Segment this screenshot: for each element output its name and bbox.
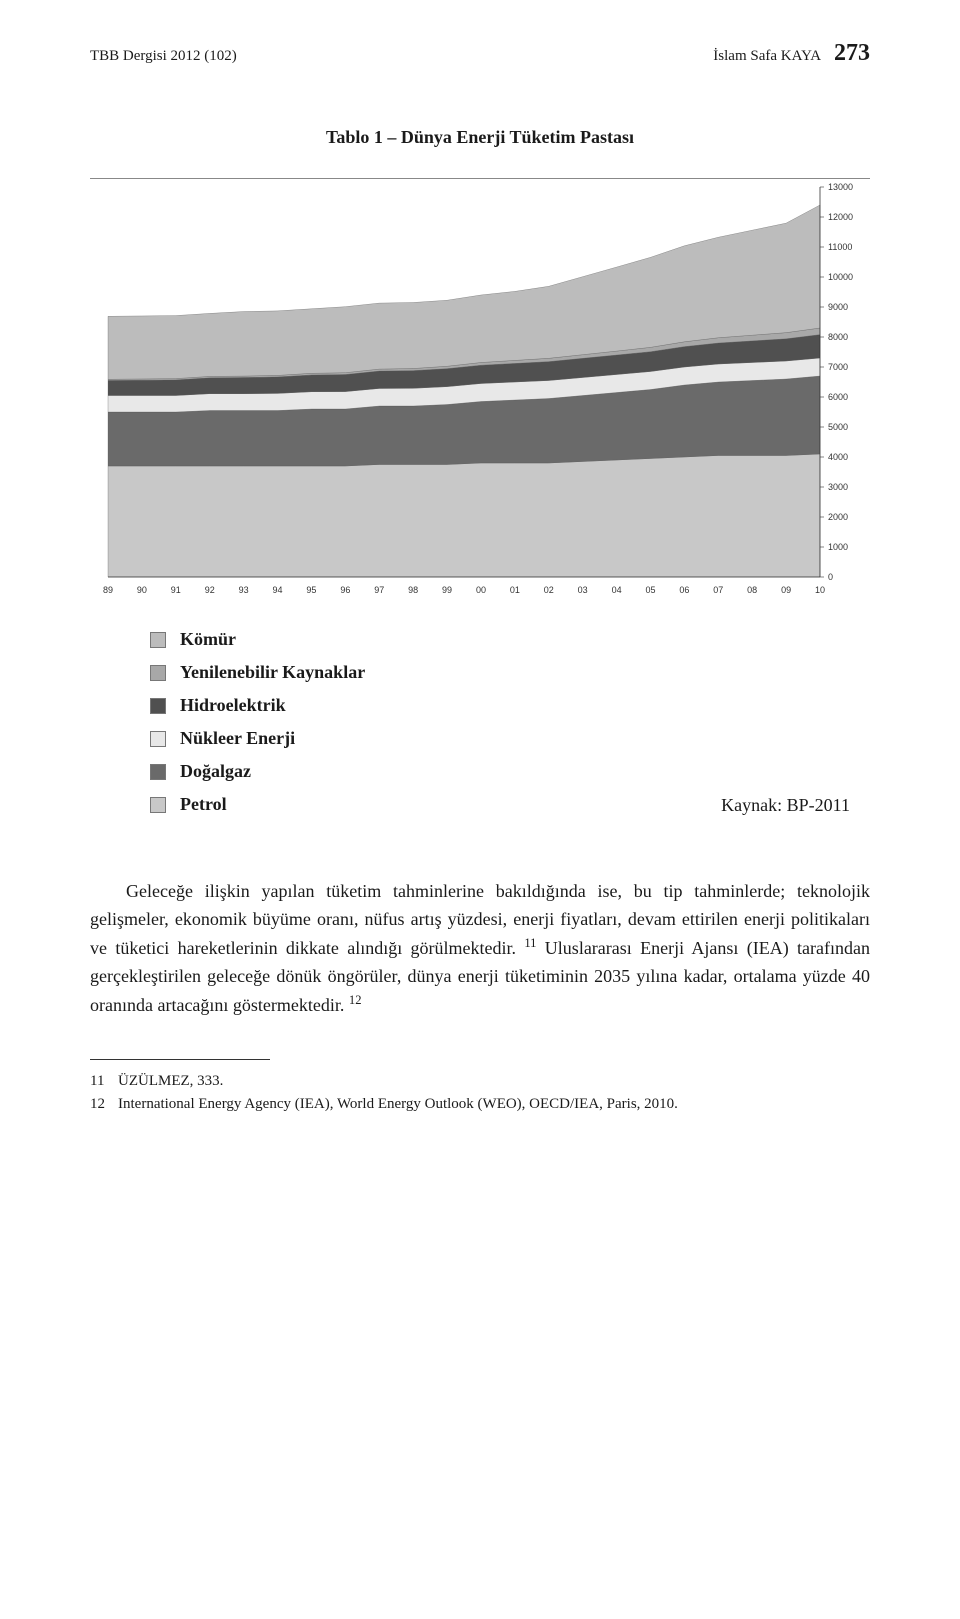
energy-consumption-chart: 0100020003000400050006000700080009000100…: [90, 178, 870, 599]
svg-text:4000: 4000: [828, 452, 848, 462]
svg-text:99: 99: [442, 585, 452, 595]
legend-swatch-icon: [150, 698, 166, 714]
body-paragraph: Geleceğe ilişkin yapılan tüketim tahminl…: [90, 878, 870, 1019]
legend-item: Hidroelektrik: [150, 695, 870, 716]
svg-text:11000: 11000: [828, 242, 852, 252]
svg-text:08: 08: [747, 585, 757, 595]
legend-swatch-icon: [150, 764, 166, 780]
author-pageno: İslam Safa KAYA 273: [713, 40, 870, 67]
footnote-number: 11: [90, 1070, 118, 1093]
footnotes-block: 11ÜZÜLMEZ, 333.12International Energy Ag…: [90, 1070, 870, 1115]
svg-text:0: 0: [828, 572, 833, 582]
legend-item: Nükleer Enerji: [150, 728, 870, 749]
legend-item: Kömür: [150, 629, 870, 650]
svg-text:98: 98: [408, 585, 418, 595]
legend-item: Yenilenebilir Kaynaklar: [150, 662, 870, 683]
author-name: İslam Safa KAYA: [713, 48, 820, 64]
legend-swatch-icon: [150, 731, 166, 747]
svg-text:7000: 7000: [828, 362, 848, 372]
svg-text:93: 93: [239, 585, 249, 595]
svg-text:96: 96: [340, 585, 350, 595]
page-number: 273: [834, 40, 870, 66]
svg-text:5000: 5000: [828, 422, 848, 432]
journal-name: TBB Dergisi 2012 (102): [90, 48, 237, 65]
footnote-rule: [90, 1059, 270, 1060]
svg-text:94: 94: [273, 585, 283, 595]
svg-text:97: 97: [374, 585, 384, 595]
svg-text:05: 05: [645, 585, 655, 595]
svg-text:1000: 1000: [828, 542, 848, 552]
svg-text:00: 00: [476, 585, 486, 595]
footnote: 11ÜZÜLMEZ, 333.: [90, 1070, 870, 1093]
legend-swatch-icon: [150, 665, 166, 681]
svg-text:8000: 8000: [828, 332, 848, 342]
svg-text:07: 07: [713, 585, 723, 595]
page-header: TBB Dergisi 2012 (102) İslam Safa KAYA 2…: [90, 40, 870, 67]
legend-swatch-icon: [150, 632, 166, 648]
figure-title: Tablo 1 – Dünya Enerji Tüketim Pastası: [90, 127, 870, 148]
chart-legend: Kömür Yenilenebilir Kaynaklar Hidroelektri…: [150, 629, 870, 815]
svg-text:06: 06: [679, 585, 689, 595]
svg-text:2000: 2000: [828, 512, 848, 522]
stacked-area-chart-svg: 0100020003000400050006000700080009000100…: [90, 179, 870, 599]
svg-text:13000: 13000: [828, 182, 853, 192]
svg-text:89: 89: [103, 585, 113, 595]
svg-text:95: 95: [306, 585, 316, 595]
svg-text:6000: 6000: [828, 392, 848, 402]
footnote-text: ÜZÜLMEZ, 333.: [118, 1070, 870, 1093]
legend-label: Doğalgaz: [180, 761, 251, 782]
legend-label: Kömür: [180, 629, 236, 650]
footnote: 12International Energy Agency (IEA), Wor…: [90, 1093, 870, 1116]
svg-text:10000: 10000: [828, 272, 853, 282]
svg-text:12000: 12000: [828, 212, 853, 222]
svg-text:92: 92: [205, 585, 215, 595]
legend-label: Yenilenebilir Kaynaklar: [180, 662, 365, 683]
svg-text:02: 02: [544, 585, 554, 595]
svg-text:04: 04: [612, 585, 622, 595]
footnote-number: 12: [90, 1093, 118, 1116]
svg-text:91: 91: [171, 585, 181, 595]
legend-item: Doğalgaz: [150, 761, 870, 782]
svg-text:90: 90: [137, 585, 147, 595]
svg-text:03: 03: [578, 585, 588, 595]
svg-text:01: 01: [510, 585, 520, 595]
svg-text:09: 09: [781, 585, 791, 595]
svg-text:10: 10: [815, 585, 825, 595]
svg-text:9000: 9000: [828, 302, 848, 312]
footnote-text: International Energy Agency (IEA), World…: [118, 1093, 870, 1116]
legend-label: Nükleer Enerji: [180, 728, 295, 749]
chart-source: Kaynak: BP-2011: [90, 795, 850, 816]
legend-label: Hidroelektrik: [180, 695, 286, 716]
svg-text:3000: 3000: [828, 482, 848, 492]
